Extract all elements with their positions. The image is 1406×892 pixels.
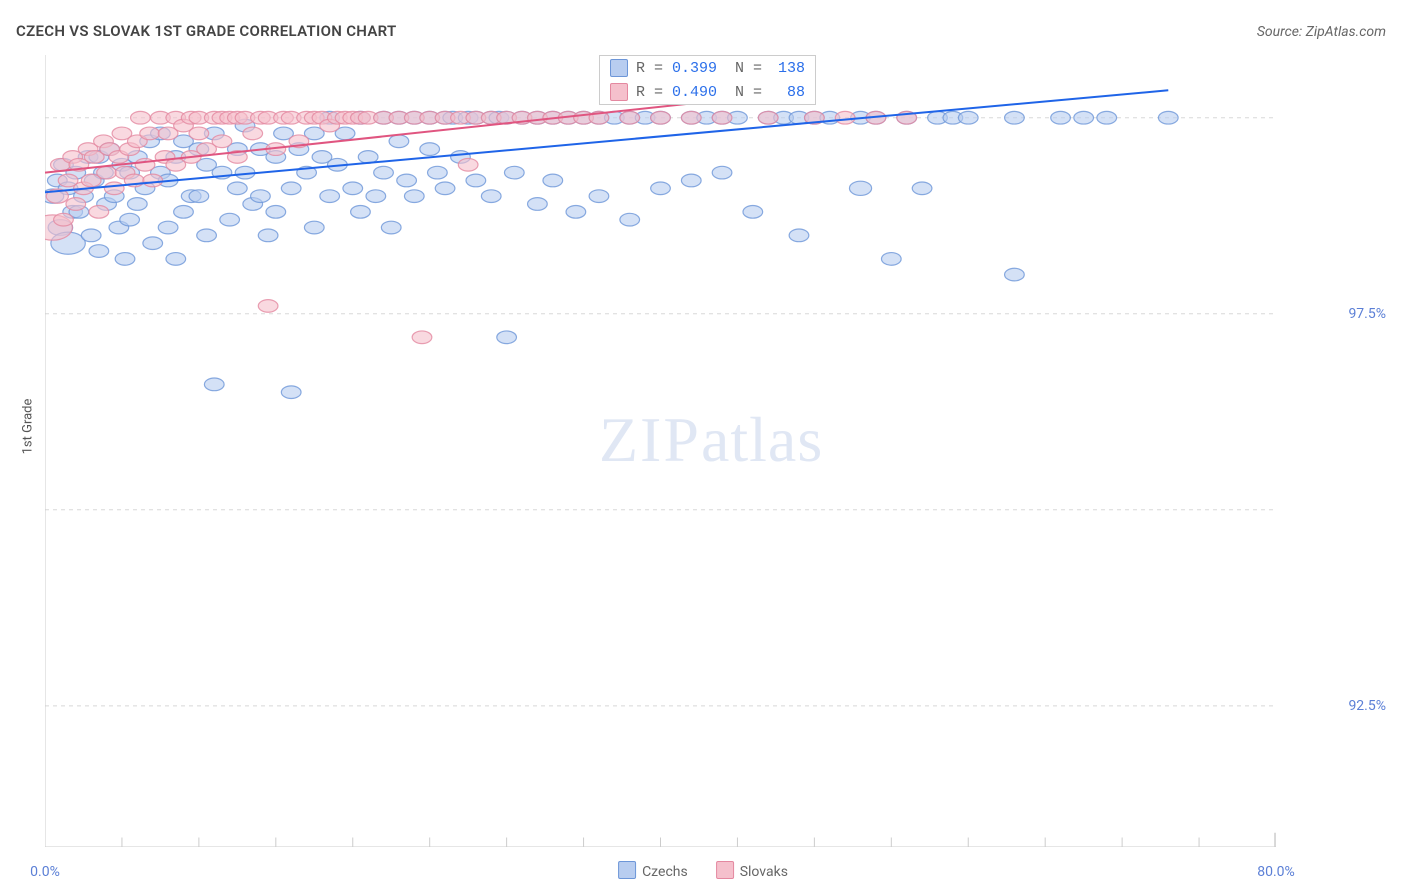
legend-item: Slovaks [716,861,788,880]
stats-swatch [610,59,628,77]
stats-text: R = 0.490 N = 88 [636,84,805,101]
scatter-chart [45,55,1276,847]
legend-label: Slovaks [740,864,788,880]
y-tick-label: 97.5% [1348,306,1386,322]
legend-item: Czechs [618,861,688,880]
chart-source: Source: ZipAtlas.com [1257,24,1386,40]
header-row: CZECH VS SLOVAK 1ST GRADE CORRELATION CH… [16,22,1386,40]
stats-swatch [610,83,628,101]
plot-area: ZIPatlas R = 0.399 N = 138R = 0.490 N = … [45,55,1276,847]
stats-row: R = 0.490 N = 88 [600,80,815,104]
stats-row: R = 0.399 N = 138 [600,56,815,80]
y-axis-label: 1st Grade [21,398,36,454]
legend-swatch [618,861,636,879]
x-tick-label: 80.0% [1257,864,1295,880]
stats-legend-box: R = 0.399 N = 138 R = 0.490 N = 88 [599,55,816,105]
legend-swatch [716,861,734,879]
y-axis-label-wrap: 1st Grade [18,0,38,852]
legend-bottom: Czechs Slovaks [618,861,788,880]
y-tick-label: 92.5% [1348,698,1386,714]
chart-title: CZECH VS SLOVAK 1ST GRADE CORRELATION CH… [16,22,397,40]
legend-label: Czechs [642,864,688,880]
x-tick-label: 0.0% [30,864,60,880]
stats-text: R = 0.399 N = 138 [636,60,805,77]
